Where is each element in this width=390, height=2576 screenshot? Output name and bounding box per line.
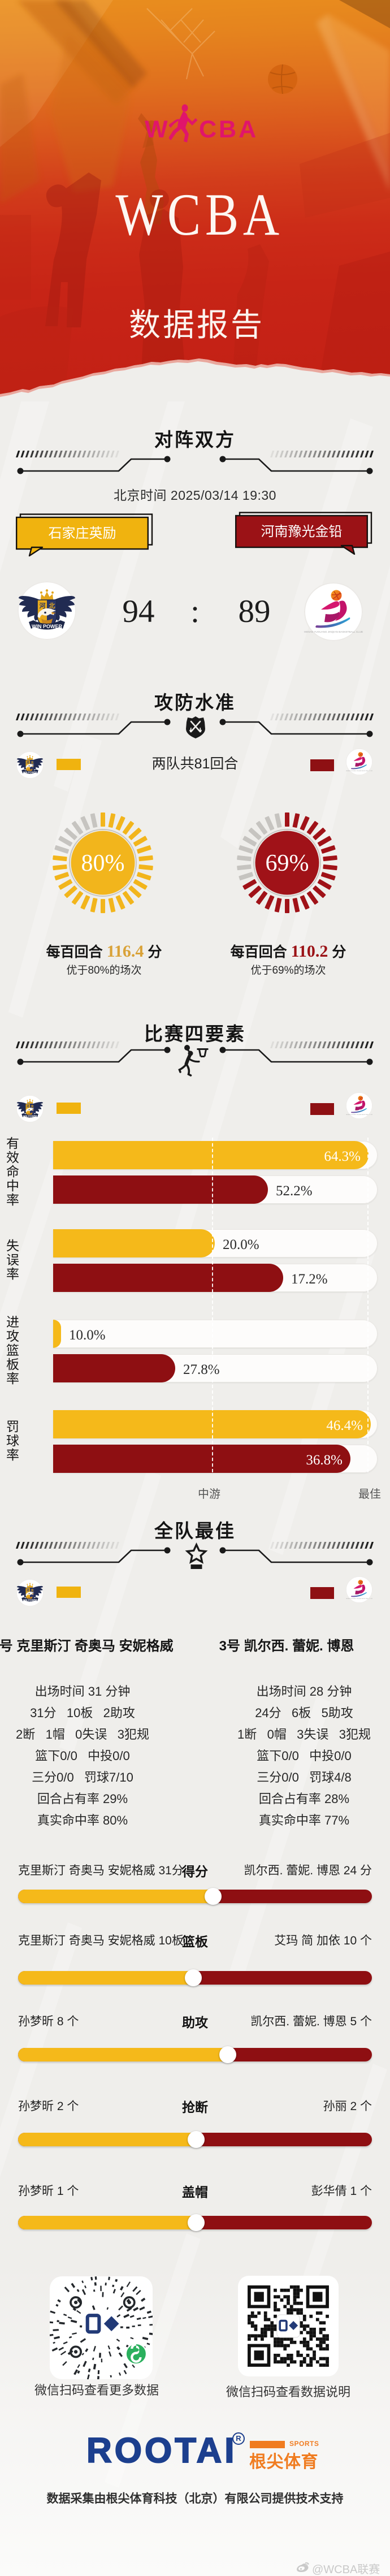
svg-text:WIN POWER: WIN POWER (23, 771, 37, 773)
svg-text:HENAN YUGUANG JINQIAN BASKETBA: HENAN YUGUANG JINQIAN BASKETBALL CLUB (346, 770, 372, 772)
svg-text:WIN POWER: WIN POWER (23, 1598, 37, 1601)
svg-text:北: 北 (49, 602, 55, 610)
svg-text:河: 河 (26, 1589, 29, 1593)
svg-text:石家庄英励: 石家庄英励 (49, 526, 116, 541)
svg-text:北: 北 (31, 1589, 34, 1593)
svg-text:河: 河 (26, 761, 29, 765)
svg-text:HENAN YUGUANG JINQIAN BASKETBA: HENAN YUGUANG JINQIAN BASKETBALL CLUB (346, 1598, 372, 1600)
svg-text:HENAN YUGUANG JINQIAN BASKETBA: HENAN YUGUANG JINQIAN BASKETBALL CLUB (304, 630, 363, 633)
svg-text:69%: 69% (266, 850, 309, 876)
svg-text:北: 北 (31, 761, 34, 765)
svg-text:WIN POWER: WIN POWER (32, 624, 62, 629)
svg-text:北: 北 (31, 1105, 34, 1109)
svg-text:80%: 80% (81, 850, 125, 876)
svg-text:河南豫光金铅: 河南豫光金铅 (261, 524, 343, 539)
svg-text:河: 河 (26, 1105, 29, 1109)
svg-text:WIN POWER: WIN POWER (23, 1114, 37, 1117)
svg-text:HENAN YUGUANG JINQIAN BASKETBA: HENAN YUGUANG JINQIAN BASKETBALL CLUB (346, 1114, 372, 1116)
svg-text:河: 河 (40, 602, 46, 610)
